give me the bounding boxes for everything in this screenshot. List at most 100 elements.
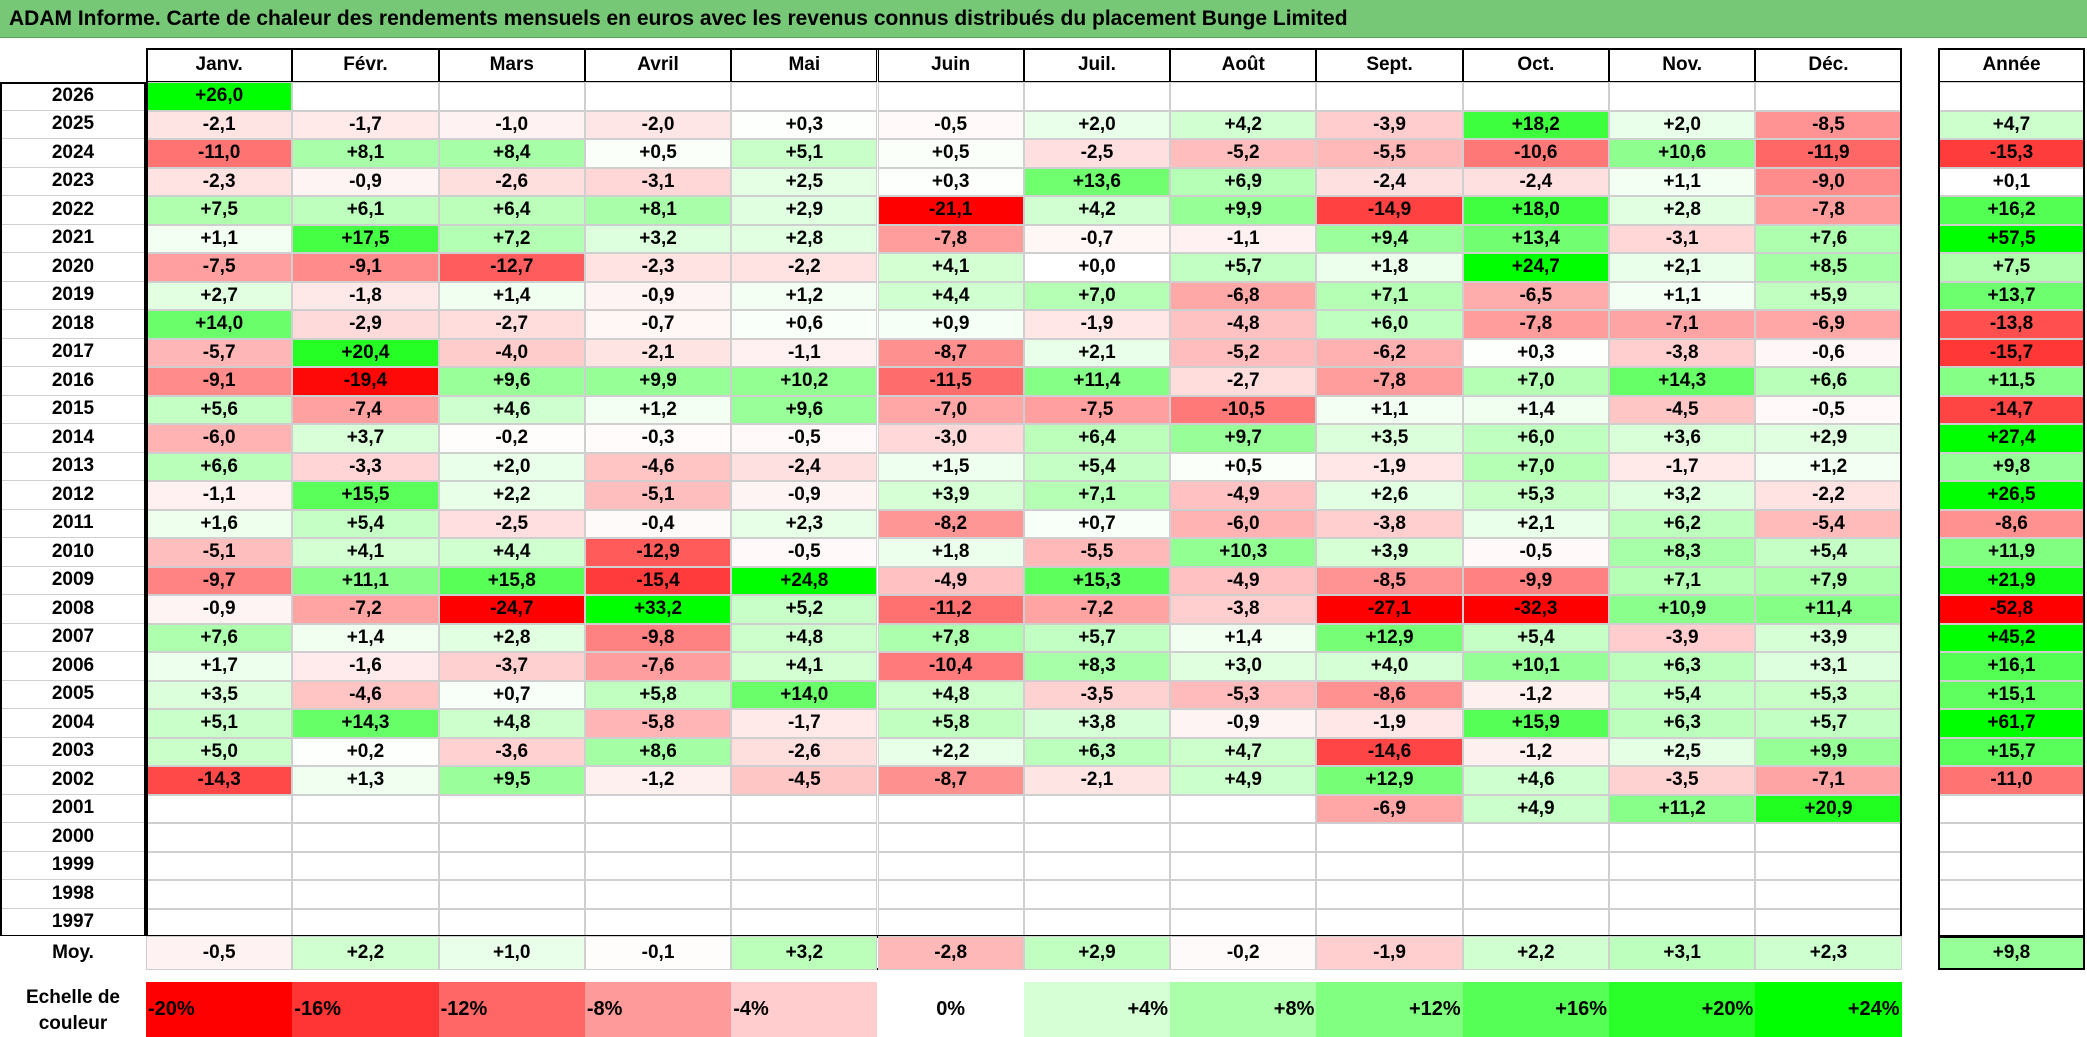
heatmap-cell: +4,1 [877, 253, 1024, 282]
heatmap-cell: -0,5 [731, 424, 878, 453]
heatmap-cell: -0,5 [1462, 538, 1609, 567]
heatmap-cell [584, 908, 732, 937]
heatmap-cell: -1,9 [1316, 709, 1463, 738]
heatmap-cell: -2,6 [438, 167, 585, 196]
heatmap-cell: -4,5 [731, 766, 878, 795]
heatmap-cell [1316, 851, 1463, 880]
heatmap-cell: -1,1 [1170, 224, 1317, 253]
color-scale-swatch: +12% [1316, 982, 1463, 1037]
annual-cell: +15,1 [1938, 680, 2085, 709]
heatmap-cell: -6,9 [1755, 310, 1902, 339]
heatmap-cell: -5,7 [146, 338, 293, 367]
heatmap-cell: +4,1 [731, 652, 878, 681]
heatmap-cell: +2,8 [438, 623, 585, 652]
heatmap-cell: -1,9 [1023, 310, 1171, 339]
heatmap-cell [1609, 823, 1756, 852]
heatmap-cell [1316, 880, 1463, 909]
heatmap-cell [292, 908, 439, 937]
heatmap-cell: +8,4 [438, 139, 585, 168]
heatmap-cell [438, 908, 585, 937]
heatmap-cell: +15,5 [292, 481, 439, 510]
heatmap-cell: -7,1 [1609, 310, 1756, 339]
annual-cell: +9,8 [1938, 452, 2085, 481]
annual-cell: -13,8 [1938, 310, 2085, 339]
heatmap-cell [731, 82, 878, 111]
heatmap-cell: -3,9 [1609, 623, 1756, 652]
heatmap-cell: +1,6 [146, 509, 293, 538]
heatmap-cell: +5,7 [1755, 709, 1902, 738]
heatmap-cell: -1,0 [438, 110, 585, 139]
heatmap-cell: -14,9 [1316, 196, 1463, 225]
heatmap-cell: +15,3 [1023, 566, 1171, 595]
heatmap-cell: +4,2 [1170, 110, 1317, 139]
heatmap-cell: +0,0 [1023, 253, 1171, 282]
heatmap-cell: +8,1 [292, 139, 439, 168]
heatmap-cell: +2,0 [438, 452, 585, 481]
heatmap-cell [1023, 880, 1171, 909]
heatmap-cell: +5,3 [1462, 481, 1609, 510]
heatmap-cell [1170, 823, 1317, 852]
heatmap-cell: +10,3 [1170, 538, 1317, 567]
heatmap-cell [292, 82, 439, 111]
heatmap-cell: +8,6 [584, 737, 732, 766]
heatmap-cell: -5,8 [584, 709, 732, 738]
heatmap-cell: +8,5 [1755, 253, 1902, 282]
heatmap-cell: +5,1 [731, 139, 878, 168]
heatmap-cell: +5,8 [877, 709, 1024, 738]
heatmap-cell: -2,9 [292, 310, 439, 339]
annual-cell: +61,7 [1938, 709, 2085, 738]
heatmap-cell: +6,1 [292, 196, 439, 225]
heatmap-cell [146, 794, 293, 823]
month-header: Juin [877, 48, 1024, 82]
heatmap-cell: -19,4 [292, 367, 439, 396]
color-scale-swatch: -12% [438, 982, 585, 1037]
heatmap-cell: +3,2 [1609, 481, 1756, 510]
heatmap-cell: +1,3 [292, 766, 439, 795]
heatmap-cell: +7,1 [1609, 566, 1756, 595]
month-header: Août [1170, 48, 1317, 82]
avg-label: Moy. [0, 936, 146, 970]
heatmap-cell: -4,0 [438, 338, 585, 367]
heatmap-cell: -5,5 [1023, 538, 1171, 567]
heatmap-cell: +20,4 [292, 338, 439, 367]
heatmap-cell: +5,4 [1609, 680, 1756, 709]
year-label: 2022 [0, 196, 146, 225]
heatmap-cell: +15,8 [438, 566, 585, 595]
heatmap-cell: +6,9 [1170, 167, 1317, 196]
heatmap-cell: +9,9 [584, 367, 732, 396]
heatmap-cell: +5,1 [146, 709, 293, 738]
heatmap-cell: -15,4 [584, 566, 732, 595]
heatmap-cell [1170, 908, 1317, 937]
heatmap-cell: +1,2 [1755, 452, 1902, 481]
heatmap-cell: -2,5 [438, 509, 585, 538]
heatmap-cell [1755, 82, 1902, 111]
heatmap-cell: +5,7 [1023, 623, 1171, 652]
heatmap-cell: -11,2 [877, 595, 1024, 624]
year-label: 2000 [0, 823, 146, 852]
heatmap-cell: -0,2 [438, 424, 585, 453]
heatmap-cell: +5,2 [731, 595, 878, 624]
heatmap-cell [1023, 908, 1171, 937]
title-bar: ADAM Informe. Carte de chaleur des rende… [0, 0, 2087, 38]
heatmap-cell: +3,9 [1755, 623, 1902, 652]
heatmap-cell [438, 823, 585, 852]
heatmap-cell: -0,3 [584, 424, 732, 453]
heatmap-cell: -1,2 [1462, 737, 1609, 766]
heatmap-cell: +3,2 [584, 224, 732, 253]
heatmap-cell: -2,2 [731, 253, 878, 282]
month-header: Mars [438, 48, 585, 82]
heatmap-cell: -8,2 [877, 509, 1024, 538]
heatmap-cell [1609, 908, 1756, 937]
heatmap-cell: -0,5 [877, 110, 1024, 139]
heatmap-cell [731, 823, 878, 852]
heatmap-cell: +2,5 [731, 167, 878, 196]
heatmap-cell: -9,1 [146, 367, 293, 396]
heatmap-cell: -8,5 [1316, 566, 1463, 595]
heatmap-cell: -9,0 [1755, 167, 1902, 196]
heatmap-cell: +4,1 [292, 538, 439, 567]
year-label: 2025 [0, 110, 146, 139]
annual-cell [1938, 823, 2085, 852]
heatmap-cell [877, 794, 1024, 823]
heatmap-cell: +1,8 [1316, 253, 1463, 282]
